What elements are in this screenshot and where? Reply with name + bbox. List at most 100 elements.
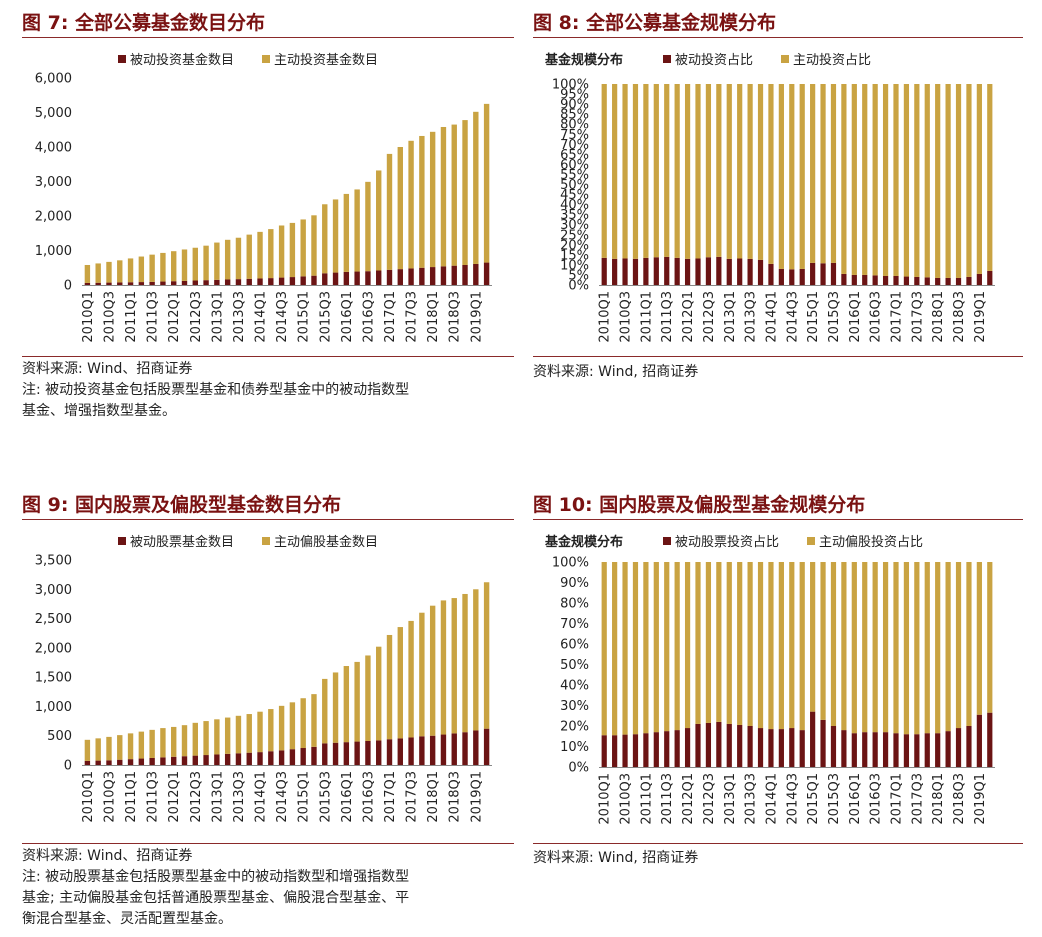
bar-segment bbox=[483, 262, 490, 285]
panel-fig8: 图 8: 全部公募基金规模分布 基金规模分布 被动投资占比 主动投资占比 0% 5% 10… bbox=[533, 0, 1023, 470]
legend-title: 基金规模分布 bbox=[544, 52, 623, 68]
bar-segment bbox=[653, 257, 659, 285]
bar-segment bbox=[862, 732, 868, 767]
bar-segment bbox=[778, 562, 784, 730]
bar-segment bbox=[429, 605, 436, 736]
bar-segment bbox=[224, 279, 231, 285]
bar-segment bbox=[830, 262, 837, 285]
x-tick-label: 2018Q1 bbox=[426, 771, 441, 823]
bar-segment bbox=[192, 280, 198, 285]
bar-segment bbox=[376, 646, 382, 741]
bar-segment bbox=[830, 84, 837, 263]
bar-segment bbox=[106, 736, 112, 761]
bar-segment bbox=[235, 753, 242, 765]
bar-segment bbox=[632, 734, 639, 767]
y-tick-label: 85% bbox=[560, 108, 589, 123]
x-tick-label: 2012Q1 bbox=[167, 291, 182, 343]
x-tick-label: 2010Q1 bbox=[598, 773, 613, 825]
x-tick-label: 2011Q3 bbox=[660, 773, 675, 825]
bar-segment bbox=[612, 735, 618, 767]
bar-segment bbox=[810, 262, 816, 285]
x-tick-label: 2016Q1 bbox=[340, 771, 355, 823]
y-tick-label: 60% bbox=[560, 158, 589, 173]
x-tick-label: 2016Q3 bbox=[361, 291, 376, 343]
bar-segment bbox=[820, 84, 826, 264]
bar-segment bbox=[726, 258, 732, 285]
x-tick-label: 2014Q3 bbox=[785, 773, 800, 825]
bar-segment bbox=[716, 256, 722, 285]
bar-segment bbox=[354, 661, 360, 742]
bar-segment bbox=[601, 562, 607, 736]
bar-segment bbox=[462, 593, 468, 733]
bar-segment bbox=[851, 562, 857, 734]
bottom-rule bbox=[533, 843, 1023, 844]
bar-segment bbox=[653, 562, 659, 733]
legend-swatch bbox=[118, 55, 126, 63]
bar-segment bbox=[429, 735, 436, 765]
x-tick-label: 2016Q3 bbox=[361, 771, 376, 823]
bar-segment bbox=[127, 733, 134, 760]
bar-segment bbox=[127, 258, 134, 283]
chart-fig8: 基金规模分布 被动投资占比 主动投资占比 0%5%10%15%20%25%30%35%… bbox=[544, 52, 995, 343]
bar-segment bbox=[300, 698, 306, 749]
legend-swatch bbox=[262, 55, 270, 63]
bar-segment bbox=[181, 249, 188, 281]
source-note: 资料来源: Wind、招商证券 注: 被动股票基金包括股票型基金中的被动指数型和… bbox=[22, 846, 409, 930]
y-tick-label: 0% bbox=[568, 279, 589, 294]
bar-segment bbox=[747, 258, 753, 285]
bar-segment bbox=[332, 672, 339, 743]
x-tick-label: 2017Q1 bbox=[890, 773, 905, 825]
bar-segment bbox=[674, 730, 680, 767]
bar-segment bbox=[451, 733, 457, 765]
x-tick-label: 2014Q1 bbox=[254, 771, 269, 823]
bar-segment bbox=[440, 266, 447, 285]
bar-segment bbox=[376, 170, 382, 271]
bar-segment bbox=[171, 251, 177, 282]
x-tick-label: 2018Q1 bbox=[426, 291, 441, 343]
bar-segment bbox=[343, 742, 350, 765]
bar-segment bbox=[924, 562, 930, 734]
legend-label: 主动偏股基金数目 bbox=[274, 534, 378, 550]
bar-segment bbox=[311, 746, 317, 765]
bar-segment bbox=[757, 84, 764, 260]
bar-segment bbox=[257, 752, 263, 765]
legend-label: 被动投资占比 bbox=[675, 52, 753, 68]
bar-segment bbox=[311, 694, 317, 747]
y-tick-label: 0 bbox=[64, 279, 72, 294]
bar-segment bbox=[653, 732, 659, 767]
bar-segment bbox=[268, 278, 274, 285]
bar-segment bbox=[451, 598, 457, 734]
bar-segment bbox=[841, 730, 847, 767]
bar-segment bbox=[810, 562, 816, 712]
x-tick-label: 2017Q1 bbox=[890, 291, 905, 343]
bar-segment bbox=[632, 258, 639, 285]
bar-segment bbox=[138, 731, 145, 759]
x-tick-label: 2018Q3 bbox=[448, 291, 463, 343]
y-tick-label: 100% bbox=[552, 78, 589, 93]
y-tick-label: 2,500 bbox=[35, 612, 72, 627]
bar-segment bbox=[695, 258, 701, 285]
bar-segment bbox=[332, 272, 339, 285]
bar-segment bbox=[924, 277, 930, 285]
bar-segment bbox=[160, 728, 166, 758]
bar-segment bbox=[365, 655, 371, 741]
x-tick-label: 2017Q1 bbox=[383, 771, 398, 823]
bar-segment bbox=[622, 84, 628, 259]
bar-segment bbox=[354, 189, 360, 272]
bar-segment bbox=[893, 562, 899, 734]
bar-segment bbox=[799, 562, 805, 731]
bar-segment bbox=[841, 562, 847, 731]
x-tick-label: 2015Q1 bbox=[297, 771, 312, 823]
bar-segment bbox=[268, 709, 274, 752]
bar-segment bbox=[851, 84, 857, 275]
y-tick-label: 3,000 bbox=[35, 583, 72, 598]
bar-segment bbox=[322, 204, 328, 274]
bar-segment bbox=[684, 728, 691, 767]
bar-segment bbox=[903, 562, 910, 735]
x-tick-label: 2013Q1 bbox=[723, 291, 738, 343]
y-tick-label: 1,500 bbox=[35, 671, 72, 686]
bar-segment bbox=[976, 562, 982, 715]
bar-segment bbox=[893, 84, 899, 276]
bar-segment bbox=[483, 103, 490, 263]
bar-segment bbox=[278, 277, 285, 285]
